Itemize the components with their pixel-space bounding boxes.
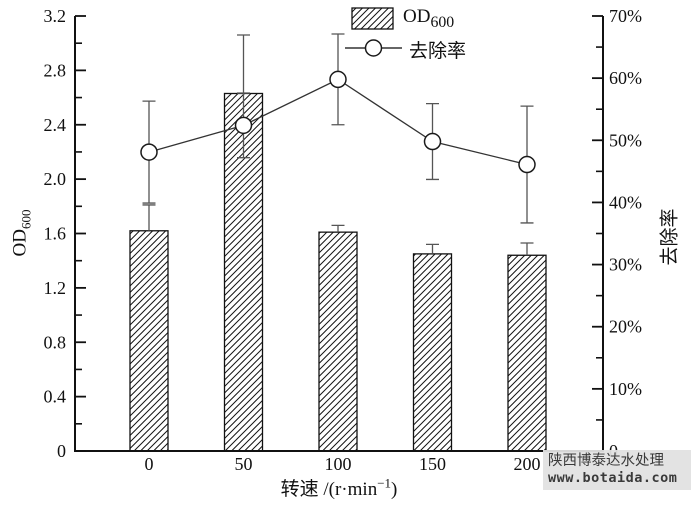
bar bbox=[507, 254, 547, 452]
y-right-tick-label: 50% bbox=[609, 130, 642, 150]
bar-series-od600 bbox=[129, 92, 547, 452]
watermark-url: www.botaida.com bbox=[548, 470, 678, 487]
y-axis-left-title: OD600 bbox=[10, 210, 35, 257]
y-axis-right-title: 去除率 bbox=[655, 208, 682, 265]
y-left-tick-label: 3.2 bbox=[44, 6, 67, 26]
circle-marker bbox=[234, 116, 253, 135]
y-axis-right-title-text: 去除率 bbox=[659, 208, 681, 266]
x-tick-label: 150 bbox=[419, 454, 446, 474]
y-left-tick-label: 0 bbox=[57, 441, 66, 461]
y-axis-left-title-subscript: 600 bbox=[18, 209, 34, 230]
watermark: 陕西博泰达水处理 www.botaida.com bbox=[543, 450, 691, 490]
x-tick-label: 50 bbox=[235, 454, 253, 474]
y-right-tick-label: 60% bbox=[609, 68, 642, 88]
legend-swatch-bar bbox=[351, 7, 394, 30]
legend-swatches bbox=[345, 7, 402, 57]
legend-label-removal-rate: 去除率 bbox=[409, 41, 467, 62]
axes: 0 0.4 0.8 1.2 1.6 2.0 2.4 2.8 3.2 0 10% 20% 30% 40% 50… bbox=[44, 6, 643, 474]
y-left-tick-label: 0.8 bbox=[44, 332, 67, 352]
bar bbox=[129, 230, 169, 452]
y-left-tick-label: 2.0 bbox=[44, 169, 67, 189]
watermark-company: 陕西博泰达水处理 bbox=[548, 453, 664, 469]
x-axis-title-suffix: ) bbox=[391, 479, 398, 500]
legend-label-od600: OD600 bbox=[403, 6, 455, 31]
y-right-tick-label: 20% bbox=[609, 317, 642, 337]
circle-marker bbox=[518, 155, 536, 174]
y-axis-left-title-text: OD bbox=[9, 229, 31, 257]
bar-error bbox=[142, 204, 156, 231]
circle-marker bbox=[140, 143, 158, 161]
y-right-tick-label: 40% bbox=[609, 192, 642, 212]
x-tick-label: 200 bbox=[514, 454, 541, 474]
bar-error bbox=[426, 243, 439, 254]
x-axis-title: 转速 /(r·min−1) bbox=[75, 474, 603, 501]
circle-marker bbox=[423, 132, 442, 151]
x-axis-title-text: 转速 /(r·min bbox=[280, 479, 378, 500]
y-left-tick-label: 2.8 bbox=[44, 60, 67, 80]
circle-marker bbox=[329, 70, 347, 89]
bar bbox=[412, 253, 453, 452]
x-tick-label: 0 bbox=[145, 454, 154, 474]
bar-error bbox=[237, 34, 250, 94]
bar bbox=[318, 231, 358, 452]
line-markers bbox=[140, 70, 536, 174]
y-left-tick-label: 1.6 bbox=[44, 224, 67, 244]
y-right-tick-label: 10% bbox=[609, 379, 642, 399]
bar-error bbox=[331, 224, 345, 233]
y-left-tick-label: 2.4 bbox=[44, 115, 67, 135]
y-right-tick-label: 30% bbox=[609, 255, 642, 275]
y-left-tick-label: 1.2 bbox=[44, 278, 67, 298]
line-error-bars bbox=[142, 33, 534, 224]
legend-swatch-circle bbox=[364, 39, 383, 57]
bar-error bbox=[520, 242, 534, 256]
x-axis-title-superscript: −1 bbox=[377, 475, 392, 491]
bar-error-bars bbox=[142, 34, 534, 256]
x-tick-label: 100 bbox=[325, 454, 352, 474]
y-left-tick-label: 0.4 bbox=[44, 387, 67, 407]
y-right-tick-label: 70% bbox=[609, 6, 642, 26]
